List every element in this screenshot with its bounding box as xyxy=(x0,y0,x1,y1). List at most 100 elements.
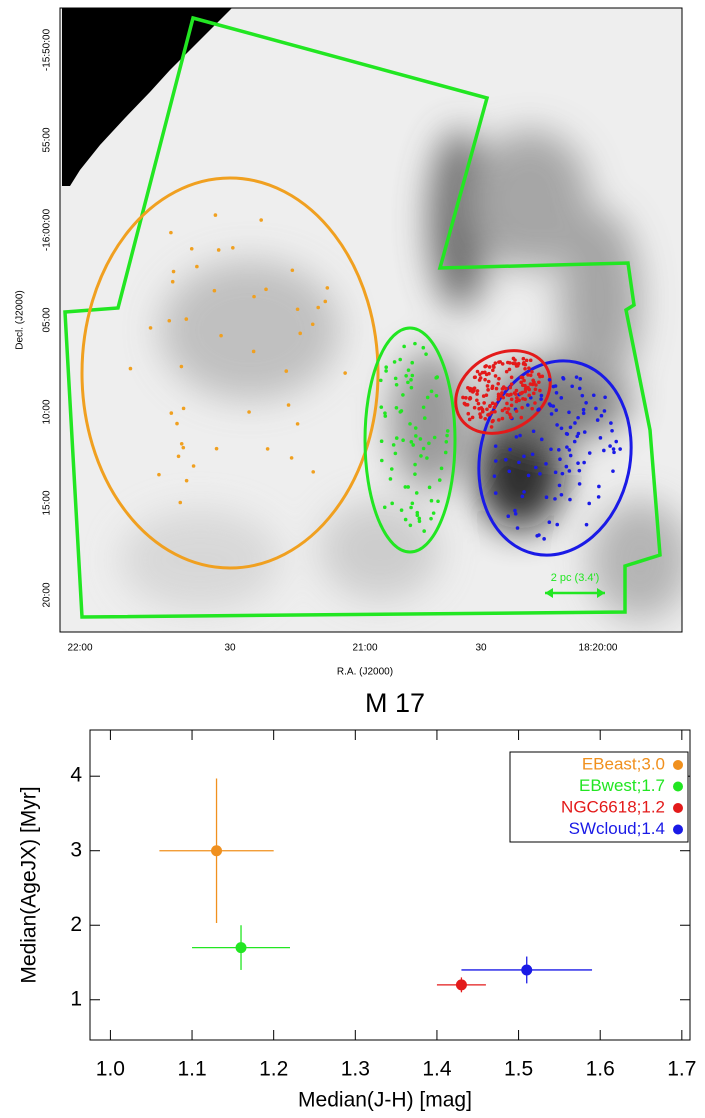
star xyxy=(602,448,606,453)
star xyxy=(388,477,393,481)
x-tick-label: 1.3 xyxy=(341,1058,370,1081)
star xyxy=(577,468,582,473)
star xyxy=(406,485,410,489)
star xyxy=(523,397,527,402)
star xyxy=(409,385,414,390)
star xyxy=(431,511,436,515)
star xyxy=(399,508,404,512)
map-image xyxy=(60,8,682,632)
star xyxy=(559,396,564,400)
star xyxy=(379,405,384,409)
star xyxy=(429,389,434,394)
star xyxy=(343,371,347,375)
star xyxy=(424,352,428,356)
x-tick-label: 1.5 xyxy=(504,1058,533,1081)
star xyxy=(536,408,540,412)
star xyxy=(408,523,413,528)
star xyxy=(379,458,384,463)
star xyxy=(514,399,519,404)
star xyxy=(490,386,494,391)
star xyxy=(169,411,174,415)
star xyxy=(547,377,552,382)
star xyxy=(383,411,387,415)
point xyxy=(235,942,247,954)
star xyxy=(513,392,518,396)
star xyxy=(178,500,183,505)
star xyxy=(526,403,530,407)
star xyxy=(506,407,511,411)
star xyxy=(567,469,572,473)
star xyxy=(413,472,417,476)
star xyxy=(528,382,533,386)
map-y-tick-label: 55:00 xyxy=(42,127,53,152)
star xyxy=(216,248,221,252)
star xyxy=(497,418,501,422)
star xyxy=(427,485,432,490)
legend-marker xyxy=(673,824,683,835)
star xyxy=(219,333,223,338)
star xyxy=(533,465,538,470)
star xyxy=(176,454,181,459)
region-ellipse xyxy=(80,176,380,570)
star xyxy=(398,357,403,362)
star xyxy=(477,406,481,411)
point xyxy=(521,964,533,976)
star xyxy=(406,368,411,372)
star xyxy=(567,410,571,415)
star xyxy=(530,369,534,374)
star xyxy=(184,317,189,321)
star xyxy=(531,378,535,383)
star xyxy=(539,393,544,398)
star xyxy=(490,401,495,406)
star xyxy=(171,269,176,274)
map-y-tick-label: 10:00 xyxy=(42,399,53,424)
star xyxy=(490,419,495,424)
star xyxy=(503,406,507,411)
star xyxy=(472,386,477,390)
plot-frame xyxy=(89,729,691,1041)
star xyxy=(582,460,586,465)
star xyxy=(581,411,586,416)
star xyxy=(577,386,582,391)
star xyxy=(295,422,300,426)
star xyxy=(488,404,492,409)
star xyxy=(568,453,573,458)
star xyxy=(325,286,330,290)
legend-label: EBeast;3.0 xyxy=(582,754,665,773)
y-tick-label: 4 xyxy=(70,764,82,787)
star xyxy=(489,425,494,429)
star xyxy=(565,432,570,436)
star xyxy=(437,478,442,482)
star xyxy=(487,365,492,369)
star xyxy=(169,230,173,235)
star xyxy=(417,516,422,521)
x-tick-label: 1.4 xyxy=(422,1058,452,1081)
star xyxy=(310,322,315,327)
star xyxy=(464,396,468,400)
star xyxy=(559,426,564,431)
map-y-tick-label: -15:50:00 xyxy=(42,28,53,71)
star xyxy=(610,428,614,433)
star xyxy=(577,482,582,486)
x-tick-label: 1.2 xyxy=(259,1058,288,1081)
star xyxy=(413,426,418,430)
legend-marker xyxy=(673,803,683,813)
star xyxy=(517,398,521,403)
star xyxy=(516,361,521,366)
star xyxy=(537,380,541,385)
legend-label: NGC6618;1.2 xyxy=(561,797,665,816)
star xyxy=(553,470,558,475)
star xyxy=(477,378,482,382)
star xyxy=(520,494,525,499)
star xyxy=(547,520,552,525)
star xyxy=(509,397,514,402)
star xyxy=(128,366,133,371)
star xyxy=(559,492,564,497)
star xyxy=(504,369,509,374)
star xyxy=(557,483,562,488)
star xyxy=(554,408,559,412)
star xyxy=(596,495,601,499)
star xyxy=(379,378,383,383)
star xyxy=(533,401,537,405)
